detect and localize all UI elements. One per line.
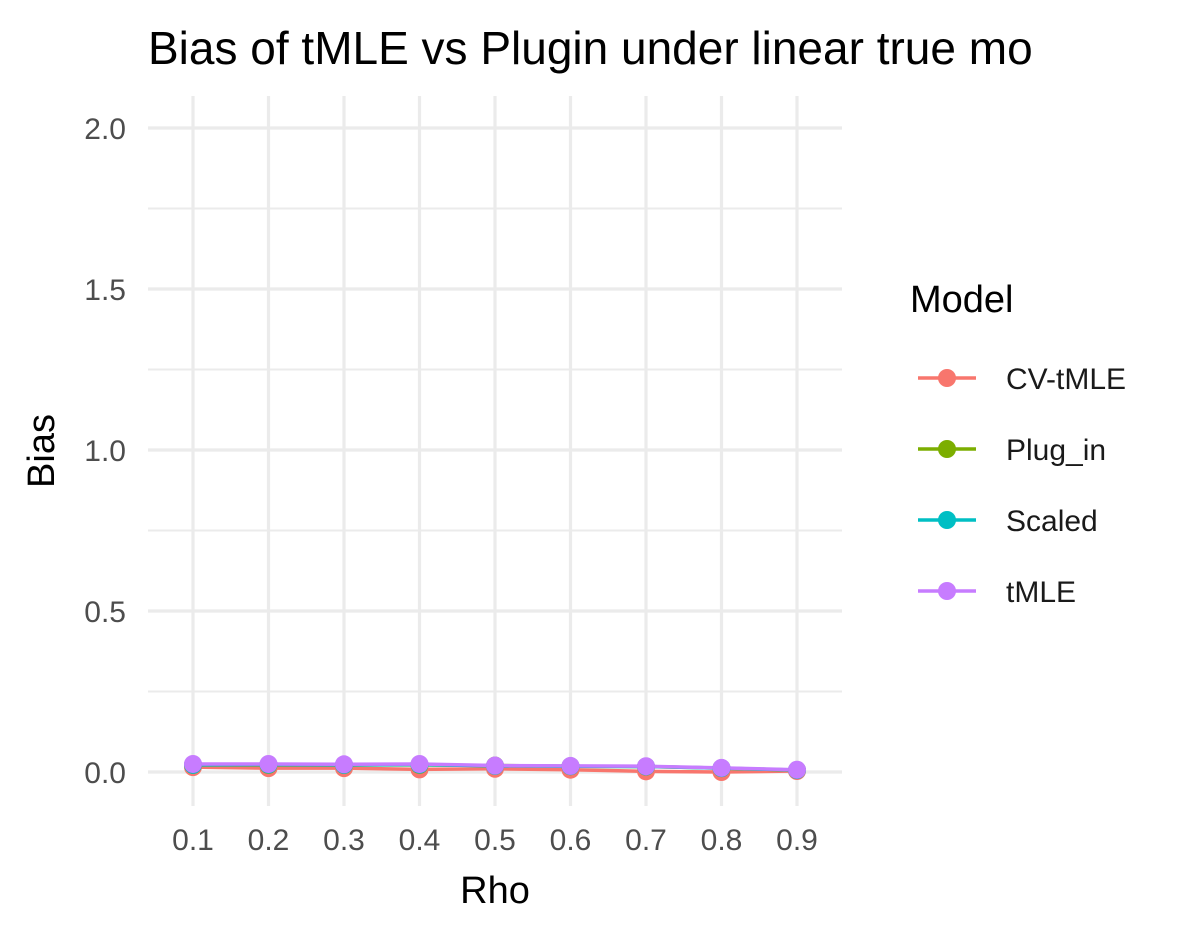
- legend-label: CV-tMLE: [1006, 363, 1126, 396]
- data-point-tmle: [561, 756, 580, 775]
- y-axis-ticks: 0.0 0.5 1.0 1.5 2.0: [84, 113, 126, 790]
- y-tick-label: 0.0: [84, 757, 126, 790]
- data-point-tmle: [259, 754, 278, 773]
- legend-key-point: [938, 440, 956, 458]
- legend: Model CV-tMLE Plug_in Scaled tMLE: [910, 279, 1126, 609]
- data-point-tmle: [637, 757, 655, 776]
- legend-item-cv-tmle: CV-tMLE: [918, 363, 1126, 396]
- data-point-tmle: [335, 755, 353, 774]
- data-point-tmle: [486, 756, 504, 775]
- x-tick-label: 0.1: [172, 824, 214, 857]
- x-tick-label: 0.3: [323, 824, 365, 857]
- legend-item-tmle: tMLE: [918, 576, 1076, 609]
- series-points: [184, 754, 806, 781]
- legend-item-plug-in: Plug_in: [918, 434, 1106, 467]
- y-tick-label: 1.5: [84, 274, 126, 307]
- x-axis-ticks: 0.1 0.2 0.3 0.4 0.5 0.6 0.7 0.8 0.9: [172, 824, 818, 857]
- y-tick-label: 0.5: [84, 596, 126, 629]
- legend-key-point: [938, 369, 956, 387]
- legend-label: Plug_in: [1006, 434, 1106, 467]
- grid-lines: [148, 96, 842, 806]
- legend-key-point: [938, 582, 956, 600]
- x-tick-label: 0.5: [474, 824, 516, 857]
- data-point-tmle: [410, 754, 429, 773]
- x-axis-title: Rho: [460, 870, 530, 912]
- y-tick-label: 1.0: [84, 435, 126, 468]
- legend-key-point: [938, 511, 956, 529]
- data-point-tmle: [788, 760, 806, 779]
- x-tick-label: 0.9: [776, 824, 818, 857]
- legend-label: Scaled: [1006, 505, 1098, 538]
- x-tick-label: 0.4: [399, 824, 441, 857]
- x-tick-label: 0.6: [550, 824, 592, 857]
- x-tick-label: 0.7: [625, 824, 667, 857]
- legend-label: tMLE: [1006, 576, 1076, 609]
- legend-title: Model: [910, 279, 1014, 321]
- data-point-tmle: [712, 758, 731, 777]
- chart-title: Bias of tMLE vs Plugin under linear true…: [148, 22, 1033, 74]
- y-tick-label: 2.0: [84, 113, 126, 146]
- legend-items: CV-tMLE Plug_in Scaled tMLE: [918, 363, 1126, 609]
- data-point-tmle: [184, 754, 202, 773]
- x-tick-label: 0.8: [701, 824, 743, 857]
- x-tick-label: 0.2: [248, 824, 290, 857]
- y-axis-title: Bias: [21, 414, 63, 488]
- legend-item-scaled: Scaled: [918, 505, 1098, 538]
